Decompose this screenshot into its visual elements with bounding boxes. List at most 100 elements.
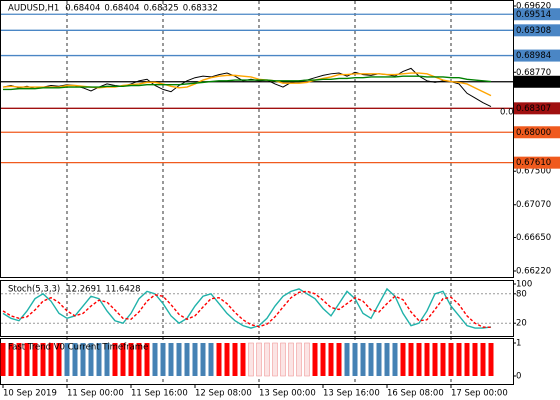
level-label-box bbox=[514, 156, 560, 169]
x-tick-label: 11 Sep 00:00 bbox=[67, 389, 124, 399]
trend-bar bbox=[256, 342, 262, 377]
y-tick-label: 0 bbox=[516, 372, 521, 382]
trend-bar bbox=[16, 343, 22, 376]
x-tick-label: 11 Sep 16:00 bbox=[131, 389, 188, 399]
level-label: 0.69308 bbox=[516, 26, 551, 36]
trend-bar bbox=[432, 343, 438, 376]
trend-bar bbox=[160, 343, 166, 376]
panel-title: Fast Trend V0 Current Timeframe bbox=[8, 343, 148, 353]
trend-bar bbox=[176, 343, 182, 376]
level-label-box bbox=[514, 49, 560, 62]
trend-bar bbox=[192, 343, 198, 376]
main-frame bbox=[0, 0, 514, 278]
trend-bar bbox=[440, 343, 446, 376]
trend-bar bbox=[144, 343, 150, 376]
trend-bar bbox=[360, 343, 366, 376]
annotation: 0.0 bbox=[500, 108, 514, 118]
panel-title: AUDUSD,H1 bbox=[8, 4, 59, 14]
trend-bar bbox=[248, 342, 254, 377]
trend-bar bbox=[216, 343, 222, 376]
y-tick-label: 1 bbox=[516, 339, 521, 349]
trend-bar bbox=[200, 343, 206, 376]
trend-bar bbox=[104, 343, 110, 376]
x-tick-label: 13 Sep 00:00 bbox=[259, 389, 316, 399]
x-tick-label: 13 Sep 16:00 bbox=[323, 389, 380, 399]
trend-bar bbox=[280, 342, 286, 377]
trend-bar bbox=[240, 343, 246, 376]
level-label: 0.68307 bbox=[516, 104, 551, 114]
y-tick-label: 0.69620 bbox=[516, 2, 551, 12]
stoch-frame bbox=[0, 280, 514, 337]
y-tick-label: 80 bbox=[516, 289, 527, 299]
trend-bar bbox=[232, 343, 238, 376]
level-label: 0.68000 bbox=[516, 128, 551, 138]
level-label: 0.67610 bbox=[516, 158, 551, 168]
trend-bar bbox=[0, 343, 6, 376]
level-label: 0.68984 bbox=[516, 51, 551, 61]
trend-bar bbox=[272, 342, 278, 377]
y-tick-label: 0.66220 bbox=[516, 266, 551, 276]
trend-bar bbox=[320, 343, 326, 376]
trend-bar bbox=[184, 343, 190, 376]
trend-bar bbox=[480, 343, 486, 376]
period-separators bbox=[66, 1, 452, 384]
level-label-box bbox=[514, 24, 560, 37]
x-tick-label: 10 Sep 2019 bbox=[3, 389, 57, 399]
trend-bar bbox=[120, 343, 126, 376]
trend-bar bbox=[312, 343, 318, 376]
indicator-value: 11.6428 bbox=[105, 285, 140, 295]
trend-bar bbox=[336, 343, 342, 376]
trend-bar bbox=[152, 343, 158, 376]
trend-bar bbox=[288, 342, 294, 377]
ohlc-value: 0.68325 bbox=[144, 4, 179, 14]
level-label: 0.68648 bbox=[516, 77, 551, 87]
trend-bar bbox=[96, 343, 102, 376]
y-tick-label: 0.67500 bbox=[516, 167, 551, 177]
trend-bar bbox=[384, 343, 390, 376]
trend-bar bbox=[464, 343, 470, 376]
level-label-box bbox=[514, 102, 560, 115]
trend-bar bbox=[56, 343, 62, 376]
ohlc-value: 0.68404 bbox=[65, 4, 100, 14]
trend-bar bbox=[48, 343, 54, 376]
trend-bar bbox=[344, 343, 350, 376]
y-tick-label: 20 bbox=[516, 319, 527, 329]
trend-bar bbox=[448, 343, 454, 376]
trend-bar bbox=[80, 343, 86, 376]
trend-bar bbox=[424, 343, 430, 376]
x-tick-label: 17 Sep 00:00 bbox=[451, 389, 508, 399]
ohlc-value: 0.68332 bbox=[183, 4, 218, 14]
trend-bar bbox=[72, 343, 78, 376]
trend-bar bbox=[136, 343, 142, 376]
trend-bar bbox=[112, 343, 118, 376]
series-line bbox=[3, 75, 492, 91]
trend-bar bbox=[24, 343, 30, 376]
trend-bar bbox=[224, 343, 230, 376]
trend-bar bbox=[88, 343, 94, 376]
level-label-box bbox=[514, 126, 560, 139]
trend-bar bbox=[128, 343, 134, 376]
x-tick-label: 12 Sep 08:00 bbox=[195, 389, 252, 399]
trend-bar bbox=[328, 343, 334, 376]
trend-bar bbox=[264, 342, 270, 377]
trend-bar bbox=[376, 343, 382, 376]
y-tick-label: 100 bbox=[516, 280, 532, 290]
trend-bar bbox=[472, 343, 478, 376]
level-label: 0.69514 bbox=[516, 10, 551, 20]
ohlc-value: 0.68404 bbox=[104, 4, 139, 14]
trend-bar bbox=[368, 343, 374, 376]
trend-bar bbox=[296, 342, 302, 377]
trend-bar bbox=[40, 343, 46, 376]
trend-bar bbox=[456, 343, 462, 376]
trend-bar bbox=[168, 343, 174, 376]
trend-bar bbox=[64, 343, 70, 376]
indicator-value: 12.2691 bbox=[66, 285, 101, 295]
level-label-box bbox=[514, 8, 560, 21]
panel-title: Stoch(5,3,3) bbox=[8, 285, 60, 295]
trend-bar bbox=[416, 343, 422, 376]
series-line bbox=[2, 290, 492, 328]
trend-bar bbox=[304, 342, 310, 377]
